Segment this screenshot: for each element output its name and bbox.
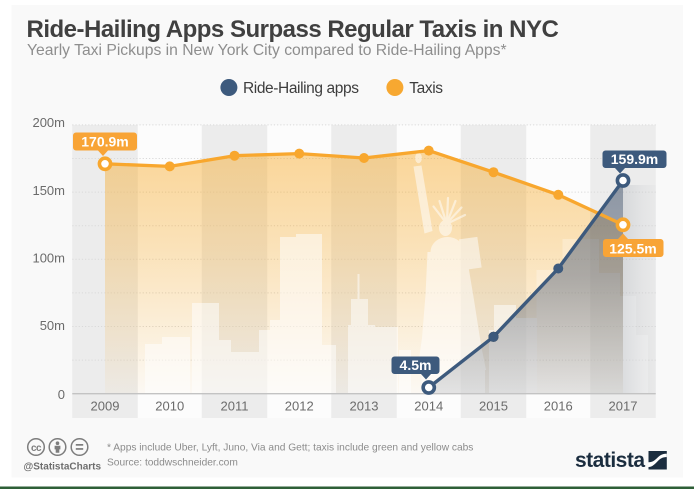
svg-text:125.5m: 125.5m [609, 241, 656, 257]
svg-text:@StatistaCharts: @StatistaCharts [24, 462, 102, 473]
svg-text:150m: 150m [32, 183, 65, 198]
svg-text:50m: 50m [40, 318, 65, 333]
svg-text:2012: 2012 [285, 399, 314, 414]
svg-text:Ride-Hailing Apps Surpass Regu: Ride-Hailing Apps Surpass Regular Taxis … [27, 16, 559, 43]
svg-text:2011: 2011 [221, 399, 249, 414]
svg-text:2009: 2009 [91, 399, 120, 414]
svg-text:Ride-Hailing apps: Ride-Hailing apps [243, 80, 359, 97]
svg-text:170.9m: 170.9m [81, 134, 128, 150]
svg-text:2015: 2015 [479, 399, 508, 414]
svg-text:Yearly Taxi Pickups in New Yor: Yearly Taxi Pickups in New York City com… [27, 42, 507, 59]
svg-text:200m: 200m [32, 115, 65, 130]
svg-text:2013: 2013 [350, 399, 379, 414]
svg-text:cc: cc [31, 443, 42, 454]
svg-text:2010: 2010 [155, 399, 184, 414]
svg-text:2016: 2016 [544, 399, 573, 414]
svg-text:Source: toddwschneider.com: Source: toddwschneider.com [107, 458, 238, 469]
svg-text:Taxis: Taxis [409, 80, 443, 97]
svg-text:statista: statista [575, 449, 645, 472]
svg-text:0: 0 [58, 387, 65, 402]
svg-text:159.9m: 159.9m [611, 151, 658, 167]
svg-text:4.5m: 4.5m [400, 357, 432, 373]
svg-text:2017: 2017 [609, 399, 638, 414]
svg-text:* Apps include Uber, Lyft, Jun: * Apps include Uber, Lyft, Juno, Via and… [107, 443, 473, 454]
svg-text:2014: 2014 [414, 399, 443, 414]
svg-text:100m: 100m [32, 251, 65, 266]
